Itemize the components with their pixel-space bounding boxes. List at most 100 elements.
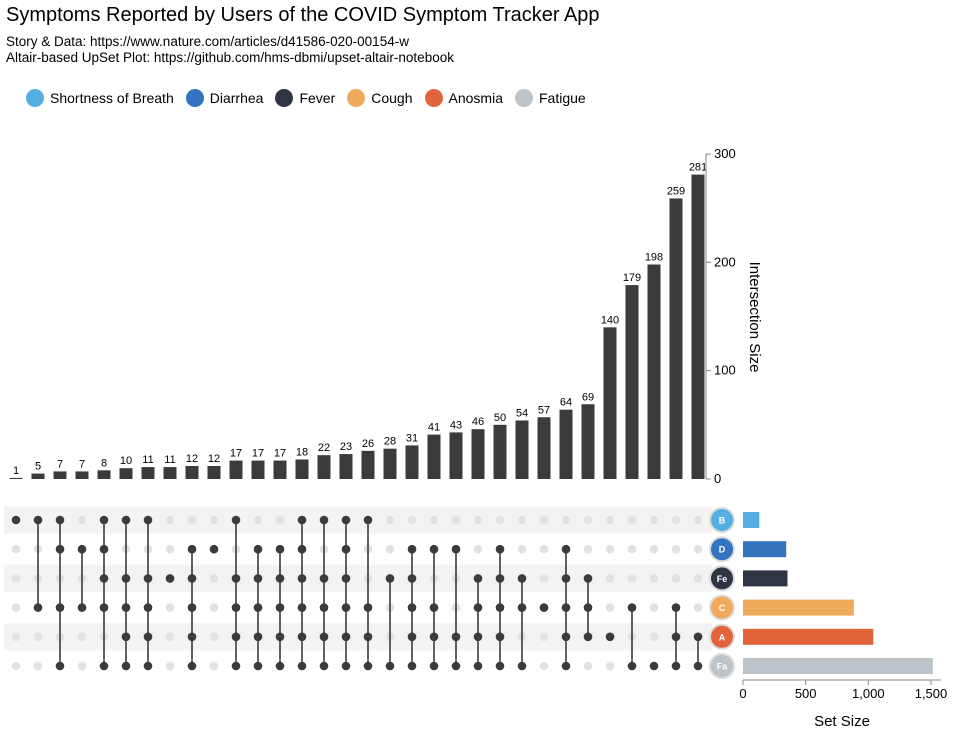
- intersection-bar: [141, 467, 155, 479]
- matrix-dot-active: [275, 661, 285, 671]
- matrix-dot-empty: [473, 515, 483, 525]
- matrix-dot-active: [253, 574, 263, 583]
- x-axis-tick-label: 1,500: [915, 686, 948, 701]
- matrix-dot-empty: [165, 515, 175, 525]
- matrix-dot-active: [429, 544, 439, 554]
- matrix-dot-empty: [649, 544, 659, 554]
- matrix-dot-active: [33, 603, 43, 612]
- matrix-dot-empty: [495, 515, 505, 525]
- chart-subtitle-upset: Altair-based UpSet Plot: https://github.…: [6, 50, 454, 65]
- matrix-dot-active: [319, 603, 329, 612]
- matrix-dot-active: [539, 603, 549, 612]
- matrix-dot-active: [561, 544, 571, 554]
- matrix-dot-empty: [649, 515, 659, 525]
- intersection-bar: [185, 466, 199, 479]
- legend-item: Fever: [275, 89, 335, 107]
- matrix-dot-empty: [209, 574, 219, 583]
- matrix-dot-empty: [165, 661, 175, 671]
- matrix-dot-active: [231, 603, 241, 612]
- intersection-bar: [383, 448, 397, 479]
- intersection-bar: [317, 455, 331, 479]
- matrix-dot-active: [77, 544, 87, 554]
- matrix-dot-empty: [605, 574, 615, 583]
- y-axis-tick-label: 0: [714, 471, 721, 486]
- matrix-dot-active: [473, 661, 483, 671]
- intersection-bar: [625, 285, 639, 479]
- intersection-bar: [493, 424, 507, 479]
- matrix-dot-active: [341, 603, 351, 612]
- intersection-bar-label: 41: [428, 422, 440, 434]
- matrix-dot-active: [495, 544, 505, 554]
- matrix-dot-active: [99, 574, 109, 583]
- intersection-bar-label: 198: [645, 252, 663, 264]
- legend-item: Fatigue: [514, 89, 586, 107]
- intersection-bar: [691, 174, 705, 480]
- matrix-dot-empty: [473, 544, 483, 554]
- matrix-dot-active: [297, 544, 307, 554]
- matrix-dot-active: [495, 574, 505, 583]
- matrix-dot-active: [407, 603, 417, 612]
- legend-swatch: [424, 89, 443, 107]
- intersection-bar-label: 140: [601, 314, 619, 326]
- set-badge: [709, 623, 735, 650]
- intersection-bar-label: 8: [101, 457, 107, 469]
- set-badge: [709, 536, 735, 563]
- matrix-dot-empty: [275, 515, 285, 525]
- x-axis-tick-label: 0: [739, 686, 746, 701]
- matrix-dot-empty: [209, 515, 219, 525]
- matrix-dot-active: [495, 632, 505, 642]
- matrix-dot-active: [121, 603, 131, 612]
- matrix-dot-empty: [583, 544, 593, 554]
- matrix-dot-empty: [605, 544, 615, 554]
- matrix-dot-active: [341, 515, 351, 525]
- matrix-dot-active: [319, 661, 329, 671]
- y-axis-tick-label: 300: [714, 146, 736, 161]
- matrix-dot-active: [253, 632, 263, 642]
- matrix-dot-active: [561, 661, 571, 671]
- matrix-dot-active: [341, 661, 351, 671]
- matrix-dot-active: [187, 632, 197, 642]
- matrix-dot-active: [605, 632, 615, 642]
- matrix-dot-active: [297, 632, 307, 642]
- set-size-bar: [743, 541, 787, 558]
- intersection-bar-label: 17: [252, 448, 264, 460]
- matrix-dot-active: [275, 603, 285, 612]
- intersection-bar-label: 12: [208, 453, 220, 465]
- matrix-dot-active: [77, 603, 87, 612]
- intersection-bar: [31, 473, 45, 479]
- intersection-bar-label: 17: [230, 448, 242, 460]
- matrix-dot-empty: [209, 661, 219, 671]
- matrix-dot-active: [253, 661, 263, 671]
- matrix-dot-empty: [627, 544, 637, 554]
- matrix-dot-empty: [11, 603, 21, 612]
- matrix-dot-active: [99, 603, 109, 612]
- matrix-dot-active: [319, 632, 329, 642]
- intersection-bar-label: 259: [667, 185, 685, 197]
- set-size-bar: [743, 658, 933, 674]
- intersection-bar: [427, 434, 441, 479]
- intersection-bar-label: 7: [57, 458, 63, 470]
- matrix-dot-active: [693, 661, 703, 671]
- intersection-bar: [559, 409, 573, 479]
- x-axis-tick-label: 1,000: [852, 686, 885, 701]
- matrix-dot-active: [319, 515, 329, 525]
- matrix-dot-active: [495, 661, 505, 671]
- matrix-dot-empty: [33, 632, 43, 642]
- intersection-bar: [119, 468, 133, 479]
- set-badge-label: Fa: [717, 662, 728, 672]
- intersection-bar: [603, 327, 617, 479]
- intersection-bar-label: 64: [560, 397, 572, 409]
- matrix-dot-empty: [187, 515, 197, 525]
- matrix-dot-active: [275, 574, 285, 583]
- intersection-bar: [405, 445, 419, 479]
- matrix-dot-empty: [77, 661, 87, 671]
- matrix-dot-active: [99, 661, 109, 671]
- intersection-bar-label: 46: [472, 416, 484, 428]
- legend-label: Shortness of Breath: [50, 90, 174, 106]
- matrix-dot-empty: [693, 515, 703, 525]
- y-axis-title: Intersection Size: [746, 262, 763, 373]
- matrix-dot-empty: [539, 632, 549, 642]
- intersection-bar-label: 28: [384, 436, 396, 448]
- matrix-dot-active: [583, 632, 593, 642]
- matrix-dot-active: [429, 603, 439, 612]
